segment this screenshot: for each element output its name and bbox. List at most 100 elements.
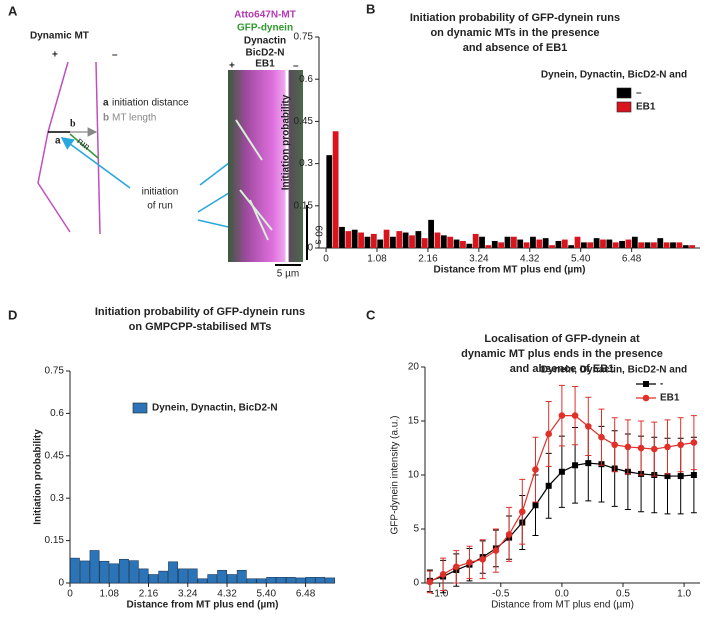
bar: [227, 574, 237, 584]
legend-label: –: [636, 88, 642, 99]
legend-title: Dynein, Dynactin, BicD2-N and: [541, 365, 687, 376]
legend-label: EB1: [660, 393, 680, 404]
panel-label: B: [366, 1, 375, 16]
point: [545, 430, 552, 438]
bar: [657, 238, 664, 248]
x-axis-label: Distance from MT plus end (µm): [434, 265, 586, 276]
bar: [536, 239, 543, 248]
bar: [345, 231, 352, 248]
legend-swatch: [132, 402, 148, 414]
kymo-label: EB1: [255, 59, 275, 70]
x-tick-label: 1.08: [100, 589, 120, 600]
panel-label: A: [8, 3, 18, 18]
legend-label: EB1: [636, 102, 656, 113]
bar: [440, 235, 447, 248]
point: [624, 443, 632, 451]
legend-label: Dynein, Dynactin, BicD2-N: [152, 403, 278, 414]
bar: [619, 240, 625, 248]
x-tick-label: 0.0: [555, 589, 569, 600]
bar: [70, 557, 80, 584]
chart-title: and absence of EB1: [510, 363, 615, 375]
kymo-plus: +: [229, 61, 235, 72]
point: [637, 444, 645, 452]
point: [650, 445, 658, 453]
point: [558, 412, 566, 419]
y-tick-label: 0: [58, 578, 64, 589]
y-tick-label: 0: [413, 578, 419, 589]
chart-title: on GMPCPP-stabilised MTs: [129, 321, 272, 333]
bar: [682, 245, 689, 248]
bar: [517, 239, 524, 248]
point: [505, 531, 513, 538]
bar: [581, 242, 587, 248]
y-tick-label: 0.45: [294, 116, 314, 127]
bar: [593, 238, 600, 248]
point: [571, 412, 579, 419]
arrow: [60, 137, 131, 189]
bar: [421, 238, 428, 248]
y-tick-label: 0: [307, 243, 313, 254]
bar: [568, 245, 575, 248]
y-axis-label: Initiation probability: [33, 429, 44, 525]
legend-marker: [643, 381, 649, 387]
bar: [631, 236, 638, 248]
bar: [256, 578, 267, 584]
bar: [148, 574, 159, 584]
y-tick-label: 10: [408, 470, 420, 481]
x-tick-label: 3.24: [178, 589, 198, 600]
a-label: a: [55, 136, 61, 147]
bar: [79, 560, 90, 584]
y-tick-label: 0.6: [50, 408, 64, 419]
x-tick-label: 5.40: [257, 589, 277, 600]
bar: [689, 245, 695, 248]
bar: [305, 577, 316, 584]
point: [452, 563, 460, 571]
bar: [364, 236, 371, 248]
bar: [447, 236, 454, 248]
x-tick-label: 1.08: [367, 254, 387, 265]
bar: [99, 560, 110, 584]
chart-title: on dynamic MTs in the presence: [430, 27, 599, 39]
bar: [315, 577, 326, 584]
y-tick-label: 0.15: [294, 200, 314, 211]
x-tick-label: 2.16: [418, 254, 438, 265]
bar: [207, 574, 218, 584]
mt-edge: [37, 61, 71, 233]
y-tick-label: 0.3: [299, 158, 313, 169]
chart-title: and absence of EB1: [463, 42, 568, 54]
plus-end: +: [52, 50, 58, 61]
point: [466, 559, 473, 566]
bar: [453, 239, 460, 248]
bar: [285, 577, 296, 584]
bar: [370, 233, 377, 248]
bar: [295, 577, 306, 584]
point: [611, 441, 618, 449]
bar: [523, 242, 530, 248]
y-tick-label: 0.3: [50, 493, 64, 504]
x-tick-label: -0.5: [492, 589, 510, 600]
point: [598, 433, 605, 441]
bar: [409, 235, 415, 248]
point: [690, 472, 697, 478]
chart-title: Initiation probability of GFP-dynein run…: [410, 12, 620, 24]
x-tick-label: 5.40: [571, 254, 591, 265]
bar: [396, 231, 403, 248]
x-tick-label: 3.24: [469, 254, 489, 265]
bar: [472, 233, 479, 248]
point: [558, 468, 565, 475]
bar: [415, 231, 422, 248]
minus-end: –: [112, 50, 118, 61]
time-scale: 60 s: [312, 226, 323, 245]
bar: [119, 558, 129, 584]
bar: [325, 577, 336, 584]
x-tick-label: 0: [323, 254, 329, 265]
point: [545, 482, 552, 489]
point: [439, 571, 447, 578]
length-scale: 5 µm: [277, 269, 299, 280]
bar: [466, 243, 473, 248]
x-tick-label: 4.32: [217, 589, 237, 600]
x-tick-label: 2.16: [139, 589, 159, 600]
kymo-image: [228, 70, 303, 262]
bar: [479, 236, 485, 248]
bar: [644, 242, 651, 248]
